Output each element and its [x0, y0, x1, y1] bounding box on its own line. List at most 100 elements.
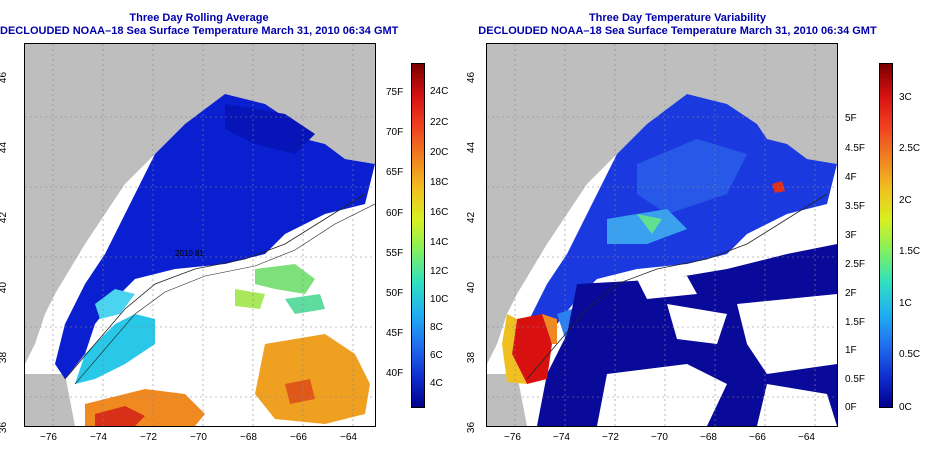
gridlines: [25, 44, 375, 426]
nova-scotia: [325, 104, 375, 164]
cbar-c-label: 4C: [430, 378, 443, 389]
lon-label: −70: [190, 432, 207, 443]
cbar-c-label: 6C: [430, 350, 443, 361]
bathymetry-contour: [64, 193, 366, 380]
cbar-f-label: 60F: [386, 208, 404, 219]
right-map: [486, 43, 838, 427]
lat-label: 38: [0, 351, 10, 364]
lon-label: −66: [290, 432, 307, 443]
var-low: [517, 94, 837, 379]
cbar-c-label: 16C: [430, 207, 449, 218]
cbar-c-label: 14C: [430, 237, 449, 248]
lon-label: −76: [504, 432, 521, 443]
nova-scotia: [787, 104, 837, 164]
right-title: Three Day Temperature Variability: [588, 12, 767, 24]
cbar-c-label: 12C: [430, 266, 449, 277]
cbar-f-label: 3F: [845, 230, 857, 241]
cbar-f-label: 65F: [386, 167, 404, 178]
lat-label: 46: [0, 71, 10, 84]
cbar-c-label: 0.5C: [899, 349, 921, 360]
cbar-f-label: 0F: [845, 402, 857, 413]
cbar-c-label: 20C: [430, 147, 449, 158]
lon-label: −68: [700, 432, 717, 443]
left-title: Three Day Rolling Average: [129, 12, 269, 24]
cbar-f-label: 1.5F: [845, 317, 866, 328]
lon-label: −72: [602, 432, 619, 443]
right-map-graphic: [487, 44, 837, 426]
lat-label: 36: [466, 421, 478, 434]
map-inline-label: 2010 81: [175, 249, 204, 258]
var-gap-3: [757, 384, 837, 426]
lat-label: 42: [0, 211, 10, 224]
sst-green: [255, 264, 315, 294]
colorbar-sst: [411, 63, 425, 408]
land-south: [487, 374, 527, 426]
lat-label: 38: [466, 351, 478, 364]
sst-green-2: [235, 289, 265, 309]
cbar-c-label: 2.5C: [899, 143, 921, 154]
cbar-f-label: 2.5F: [845, 259, 866, 270]
var-high-rim-2: [542, 314, 557, 344]
cbar-c-label: 3C: [899, 92, 912, 103]
lat-label: 40: [466, 281, 478, 294]
lon-label: −72: [140, 432, 157, 443]
sst-green-3: [285, 294, 325, 314]
cbar-f-label: 1F: [845, 345, 857, 356]
var-high-rim: [502, 314, 527, 384]
lon-label: −70: [651, 432, 668, 443]
sst-warm: [255, 334, 370, 424]
left-map: 2010 81: [24, 43, 376, 427]
lat-label: 46: [466, 71, 478, 84]
var-gap-4: [637, 276, 697, 299]
lon-label: −66: [749, 432, 766, 443]
right-subtitle: DECLOUDED NOAA–18 Sea Surface Temperatur…: [478, 25, 877, 37]
cbar-c-label: 1.5C: [899, 246, 921, 257]
cbar-f-label: 55F: [386, 248, 404, 259]
cbar-c-label: 24C: [430, 86, 449, 97]
cbar-f-label: 45F: [386, 328, 404, 339]
lon-label: −74: [553, 432, 570, 443]
sst-mid: [75, 314, 155, 384]
colorbar-variability: [879, 63, 893, 408]
lat-label: 36: [0, 421, 10, 434]
cbar-c-label: 2C: [899, 195, 912, 206]
right-panel: Three Day Temperature Variability DECLOU…: [466, 0, 950, 475]
cbar-f-label: 3.5F: [845, 201, 866, 212]
var-high: [512, 314, 552, 384]
lon-label: −76: [40, 432, 57, 443]
cbar-f-label: 2F: [845, 288, 857, 299]
land-south: [25, 374, 75, 426]
land-mass: [25, 44, 375, 364]
left-map-graphic: [25, 44, 375, 426]
var-green: [637, 214, 662, 234]
cbar-f-label: 4F: [845, 172, 857, 183]
var-deep-2: [667, 304, 727, 344]
bathymetry-contour: [526, 193, 828, 380]
land-mass: [487, 44, 837, 364]
cbar-c-label: 8C: [430, 322, 443, 333]
lon-label: −74: [90, 432, 107, 443]
sst-hot: [95, 406, 145, 426]
var-gap: [737, 294, 837, 374]
lon-label: −64: [340, 432, 357, 443]
cbar-c-label: 18C: [430, 177, 449, 188]
lat-label: 40: [0, 281, 10, 294]
cbar-f-label: 5F: [845, 113, 857, 124]
gridlines: [487, 44, 837, 426]
bathymetry-contour-2: [74, 203, 375, 385]
sst-mid-2: [95, 289, 135, 319]
cbar-f-label: 4.5F: [845, 143, 866, 154]
cbar-c-label: 10C: [430, 294, 449, 305]
cbar-f-label: 0.5F: [845, 374, 866, 385]
lat-label: 42: [466, 211, 478, 224]
left-subtitle: DECLOUDED NOAA–18 Sea Surface Temperatur…: [0, 25, 399, 37]
cbar-c-label: 0C: [899, 402, 912, 413]
var-low-2: [637, 139, 747, 214]
lon-label: −68: [240, 432, 257, 443]
sst-cold-2: [225, 104, 315, 154]
var-gap-2: [597, 364, 727, 426]
cbar-f-label: 40F: [386, 368, 404, 379]
left-panel: Three Day Rolling Average DECLOUDED NOAA…: [0, 12, 449, 443]
sst-hot-2: [285, 379, 315, 404]
lat-label: 44: [466, 141, 478, 154]
